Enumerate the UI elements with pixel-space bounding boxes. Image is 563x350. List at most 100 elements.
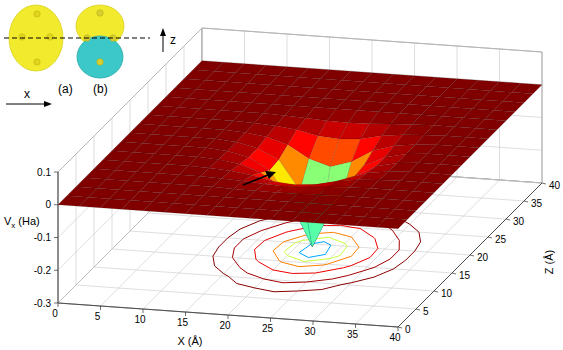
x-tick-label: 30 bbox=[304, 326, 316, 337]
x-tick bbox=[58, 303, 59, 307]
surface-cell bbox=[440, 155, 470, 166]
contour-line bbox=[213, 210, 421, 292]
x-axis-title: X (Å) bbox=[177, 335, 202, 347]
z-grid-line bbox=[58, 159, 202, 303]
surface-cell bbox=[449, 146, 479, 157]
y-grid-line bbox=[112, 249, 452, 273]
surface-cell bbox=[431, 164, 461, 175]
atom bbox=[19, 34, 25, 40]
z-tick-label: -0.1 bbox=[34, 232, 52, 243]
z-tick-label: 0 bbox=[45, 199, 51, 210]
x-tick bbox=[313, 321, 314, 325]
y-tick-label: 25 bbox=[495, 234, 507, 245]
contour-line bbox=[299, 242, 331, 258]
y-tick bbox=[398, 327, 402, 328]
y-tick bbox=[488, 237, 492, 238]
z-arrow-head bbox=[160, 28, 166, 36]
z-arrow bbox=[163, 34, 164, 52]
z-tick-label: 0.1 bbox=[37, 167, 51, 178]
y-grid-line bbox=[76, 285, 416, 309]
atom bbox=[97, 59, 103, 65]
atom bbox=[34, 59, 40, 65]
axes: 05101520253035400510152025303540-0.3-0.2… bbox=[4, 167, 561, 348]
z-tick-label: -0.2 bbox=[34, 265, 52, 276]
insets: (a) (b) x z bbox=[4, 5, 176, 107]
x-arrow-head bbox=[44, 101, 52, 107]
atom bbox=[97, 10, 103, 16]
contours bbox=[213, 210, 421, 292]
atom bbox=[34, 11, 40, 17]
pointer-arrow bbox=[243, 171, 276, 185]
surface bbox=[58, 61, 542, 247]
x-tick bbox=[270, 318, 271, 322]
x-tick bbox=[143, 309, 144, 313]
surface-cell bbox=[503, 92, 533, 103]
y-tick-label: 20 bbox=[477, 252, 489, 263]
surface-cell bbox=[395, 200, 425, 211]
z-axis-line bbox=[58, 172, 59, 303]
surface-cell bbox=[485, 110, 515, 121]
z-grid-line bbox=[58, 94, 202, 238]
y-tick bbox=[542, 183, 546, 184]
y-tick bbox=[506, 219, 510, 220]
y-tick bbox=[416, 309, 420, 310]
surface-cell bbox=[413, 182, 443, 193]
z-grid-line bbox=[202, 28, 542, 52]
surface-cell bbox=[386, 209, 416, 220]
x-axis-line bbox=[58, 303, 398, 327]
surface-cell bbox=[476, 119, 506, 130]
surface-cell bbox=[467, 128, 497, 139]
surface-cell bbox=[512, 83, 542, 94]
contour-line bbox=[284, 237, 347, 261]
orbital-b-lower bbox=[77, 36, 123, 78]
z-title-sub: x bbox=[11, 221, 15, 230]
x-grid-line bbox=[58, 159, 202, 303]
x-tick-label: 5 bbox=[95, 311, 101, 322]
z-tick bbox=[54, 237, 58, 238]
surface-cell bbox=[422, 173, 452, 184]
surface-cell bbox=[494, 101, 524, 112]
x-arrow bbox=[6, 104, 46, 105]
x-tick bbox=[355, 324, 356, 328]
arrow-shaft bbox=[243, 175, 268, 185]
grid bbox=[58, 28, 542, 327]
annotation: z bbox=[170, 33, 176, 47]
dashed-plane bbox=[4, 38, 150, 39]
annotation: x bbox=[24, 87, 30, 101]
x-tick bbox=[100, 306, 101, 310]
back-wall bbox=[202, 28, 542, 183]
z-tick bbox=[54, 204, 58, 205]
surface-cell bbox=[377, 218, 407, 229]
annotation: (a) bbox=[58, 82, 73, 96]
y-grid-line bbox=[58, 172, 59, 303]
annotation: (b) bbox=[93, 82, 108, 96]
atom bbox=[47, 34, 53, 40]
x-tick bbox=[185, 312, 186, 316]
y-tick-label: 0 bbox=[405, 324, 411, 335]
x-tick-label: 20 bbox=[219, 320, 231, 331]
y-tick bbox=[524, 201, 528, 202]
y-tick-label: 5 bbox=[423, 306, 429, 317]
chart: 05101520253035400510152025303540-0.3-0.2… bbox=[0, 0, 563, 350]
z-tick bbox=[54, 303, 58, 304]
surface-cell bbox=[458, 137, 488, 148]
x-tick-label: 0 bbox=[52, 308, 58, 319]
x-tick bbox=[228, 315, 229, 319]
x-tick-label: 15 bbox=[177, 317, 189, 328]
y-tick-label: 10 bbox=[441, 288, 453, 299]
y-tick-label: 35 bbox=[531, 198, 543, 209]
z-tick-label: -0.3 bbox=[34, 298, 52, 309]
z-tick bbox=[54, 172, 58, 173]
y-tick-label: 15 bbox=[459, 270, 471, 281]
y-tick-label: 30 bbox=[513, 216, 525, 227]
x-tick-label: 40 bbox=[389, 332, 401, 343]
z-tick bbox=[54, 270, 58, 271]
y-tick bbox=[470, 255, 474, 256]
y-tick bbox=[452, 273, 456, 274]
y-axis-title: Z (Å) bbox=[543, 250, 555, 274]
arrow-head bbox=[265, 171, 276, 179]
z-axis-title: Vx(Ha) bbox=[4, 215, 40, 230]
surface-cell bbox=[404, 191, 434, 202]
x-tick bbox=[398, 327, 399, 331]
y-tick-label: 40 bbox=[549, 180, 561, 191]
